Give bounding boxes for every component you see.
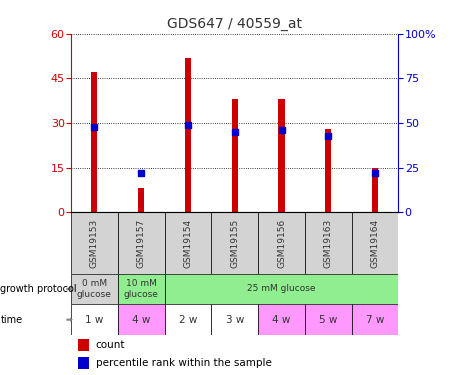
Text: GSM19154: GSM19154 [184, 218, 192, 267]
Text: 1 w: 1 w [85, 315, 104, 325]
Bar [278, 99, 284, 212]
Text: 3 w: 3 w [225, 315, 244, 325]
Bar [305, 304, 352, 335]
Text: 4 w: 4 w [273, 315, 291, 325]
Text: GSM19153: GSM19153 [90, 218, 99, 268]
Point [184, 122, 191, 128]
Bar [118, 304, 164, 335]
Text: time: time [0, 315, 22, 325]
Bar [164, 212, 211, 274]
Point [91, 124, 98, 130]
Bar [118, 274, 164, 304]
Bar [185, 57, 191, 212]
Bar [211, 304, 258, 335]
Bar [211, 212, 258, 274]
Bar [232, 99, 238, 212]
Bar [71, 212, 118, 274]
Bar [91, 72, 98, 212]
Text: GSM19156: GSM19156 [277, 218, 286, 268]
Bar [118, 212, 164, 274]
Bar [352, 212, 398, 274]
Bar [372, 168, 378, 212]
Bar [77, 357, 89, 369]
Bar [138, 189, 144, 212]
Bar [164, 304, 211, 335]
Text: 5 w: 5 w [319, 315, 338, 325]
Bar [164, 274, 398, 304]
Bar [71, 304, 118, 335]
Text: percentile rank within the sample: percentile rank within the sample [96, 358, 272, 368]
Bar [77, 339, 89, 351]
Text: 4 w: 4 w [132, 315, 150, 325]
Point [278, 127, 285, 133]
Point [231, 129, 238, 135]
Text: 0 mM
glucose: 0 mM glucose [77, 279, 112, 298]
Title: GDS647 / 40559_at: GDS647 / 40559_at [167, 17, 302, 32]
Point [325, 132, 332, 138]
Text: GSM19155: GSM19155 [230, 218, 239, 268]
Text: 2 w: 2 w [179, 315, 197, 325]
Bar [305, 212, 352, 274]
Point [371, 170, 379, 176]
Text: 25 mM glucose: 25 mM glucose [247, 285, 316, 294]
Text: count: count [96, 340, 125, 350]
Bar [325, 129, 331, 212]
Bar [71, 274, 118, 304]
Text: 7 w: 7 w [366, 315, 384, 325]
Text: GSM19164: GSM19164 [371, 218, 380, 267]
Bar [352, 304, 398, 335]
Text: growth protocol: growth protocol [0, 284, 77, 294]
Text: GSM19157: GSM19157 [136, 218, 146, 268]
Text: GSM19163: GSM19163 [324, 218, 333, 268]
Bar [258, 212, 305, 274]
Point [137, 170, 145, 176]
Text: 10 mM
glucose: 10 mM glucose [124, 279, 158, 298]
Bar [258, 304, 305, 335]
